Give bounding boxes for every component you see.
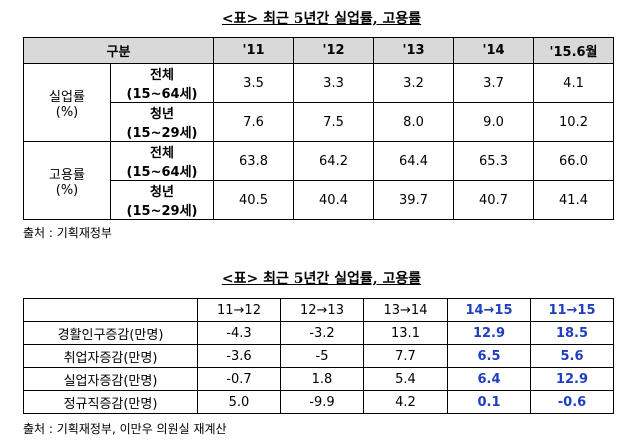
header-cell: 12→13 (280, 298, 364, 322)
value-cell: 5.0 (197, 390, 281, 414)
data-row: 청년 (15~29세) 40.5 40.4 39.7 40.7 41.4 (24, 180, 615, 220)
value-cell: 7.5 (293, 102, 375, 142)
data-row: 실업률 (%) 전체 (15~64세) 3.5 3.3 3.2 3.7 4.1 (23, 63, 615, 142)
value-cell: -0.7 (197, 367, 281, 391)
row-label: 정규직증감(만명) (23, 390, 198, 414)
row-label: 실업자증감(만명) (23, 367, 198, 391)
value-cell: 40.4 (293, 180, 375, 220)
value-cell: 66.0 (533, 141, 615, 181)
row-label: 청년 (15~29세) (109, 102, 215, 142)
value-cell: 5.6 (530, 344, 614, 368)
table1-source: 출처 : 기획재정부 (23, 226, 112, 240)
value-cell: 40.7 (453, 180, 535, 220)
value-cell: 18.5 (530, 321, 614, 345)
value-cell: -9.9 (280, 390, 364, 414)
value-cell: 39.7 (373, 180, 455, 220)
value-cell: -0.6 (530, 390, 614, 414)
value-cell: 6.4 (447, 367, 531, 391)
header-cell: 구분 (22, 37, 215, 64)
value-cell: 12.9 (530, 367, 614, 391)
value-cell: 12.9 (447, 321, 531, 345)
table1: 구분 '11'12'13'14'15.6월 실업률 (%) 전체 (15~64세) 3.5 3… (22, 37, 615, 220)
row-label: 취업자증감(만명) (23, 344, 198, 368)
value-cell: 6.5 (447, 344, 531, 368)
value-cell: 41.4 (533, 180, 615, 220)
cell-line: 전체 (150, 146, 174, 161)
header-cell: '11 (213, 37, 295, 64)
table2: 11→12 12→13 13→14 14→15 11→15 경활인구증감(만명) -4.3-… (23, 298, 614, 414)
table2-title: <표> 최근 5년간 실업률, 고용률 (221, 271, 422, 287)
value-cell: 0.1 (447, 390, 531, 414)
value-cell: 3.7 (453, 63, 535, 103)
header-cell: '15.6월 (533, 37, 615, 64)
value-cell: 3.5 (213, 63, 295, 103)
table2-source: 출처 : 기획재정부, 이만우 의원실 재계산 (23, 422, 227, 436)
value-cell: 7.7 (363, 344, 448, 368)
data-row: 청년 (15~29세) 7.6 7.5 8.0 9.0 10.2 (24, 102, 615, 142)
cell-line: 실업률 (49, 89, 85, 105)
value-cell: -3.6 (197, 344, 281, 368)
value-cell: 9.0 (453, 102, 535, 142)
header-cell: 11→12 (197, 298, 281, 322)
value-cell: 64.2 (293, 141, 375, 181)
value-cell: -3.2 (280, 321, 364, 345)
cell-line: 고용률 (49, 167, 85, 183)
value-cell: 3.3 (293, 63, 375, 103)
header-row: 구분 '11'12'13'14'15.6월 (22, 37, 615, 64)
cell-line: 전체 (150, 68, 174, 83)
cell-line: (%) (55, 104, 79, 120)
value-cell: 1.8 (280, 367, 364, 391)
header-cell: '12 (293, 37, 375, 64)
value-cell: -5 (280, 344, 364, 368)
cell-line: (15~64세) (126, 87, 198, 102)
cell-line: 청년 (150, 107, 174, 122)
value-cell: 3.2 (373, 63, 455, 103)
row-label: 전체 (15~64세) (109, 63, 215, 103)
data-row: 정규직증감(만명) 5.0 -9.9 4.2 0.1 -0.6 (23, 390, 614, 414)
data-row: 경활인구증감(만명) -4.3 -3.2 13.1 12.9 18.5 (23, 321, 614, 345)
value-cell: 4.1 (533, 63, 615, 103)
table1-title: <표> 최근 5년간 실업률, 고용률 (221, 11, 422, 27)
cell-line: (15~29세) (126, 204, 198, 219)
row-label: 경활인구증감(만명) (23, 321, 198, 345)
value-cell: -4.3 (197, 321, 281, 345)
value-cell: 63.8 (213, 141, 295, 181)
value-cell: 65.3 (453, 141, 535, 181)
header-cell: 11→15 (530, 298, 614, 322)
header-row: 11→12 12→13 13→14 14→15 11→15 (23, 298, 614, 322)
value-cell: 7.6 (213, 102, 295, 142)
value-cell: 5.4 (363, 367, 448, 391)
value-cell: 40.5 (213, 180, 295, 220)
cell-line: (15~64세) (126, 165, 198, 180)
cell-line: (15~29세) (126, 126, 198, 141)
value-cell: 64.4 (373, 141, 455, 181)
header-cell: 13→14 (363, 298, 448, 322)
value-cell: 4.2 (363, 390, 448, 414)
row-label: 전체 (15~64세) (109, 141, 215, 181)
header-cell: '13 (373, 37, 455, 64)
group-label: 실업률 (%) (23, 63, 111, 142)
header-cell: 14→15 (447, 298, 531, 322)
cell-line: (%) (55, 182, 79, 198)
data-row: 고용률 (%) 전체 (15~64세) 63.8 64.2 64.4 65.3 66.0 (23, 141, 615, 220)
value-cell: 8.0 (373, 102, 455, 142)
group-label: 고용률 (%) (23, 141, 111, 220)
data-row: 취업자증감(만명) -3.6 -5 7.7 6.5 5.6 (23, 344, 614, 368)
value-cell: 13.1 (363, 321, 448, 345)
data-row: 실업자증감(만명) -0.7 1.8 5.4 6.4 12.9 (23, 367, 614, 391)
header-cell: '14 (453, 37, 535, 64)
cell-line: 청년 (150, 185, 174, 200)
value-cell: 10.2 (533, 102, 615, 142)
row-label: 청년 (15~29세) (109, 180, 215, 220)
header-cell (23, 298, 198, 322)
